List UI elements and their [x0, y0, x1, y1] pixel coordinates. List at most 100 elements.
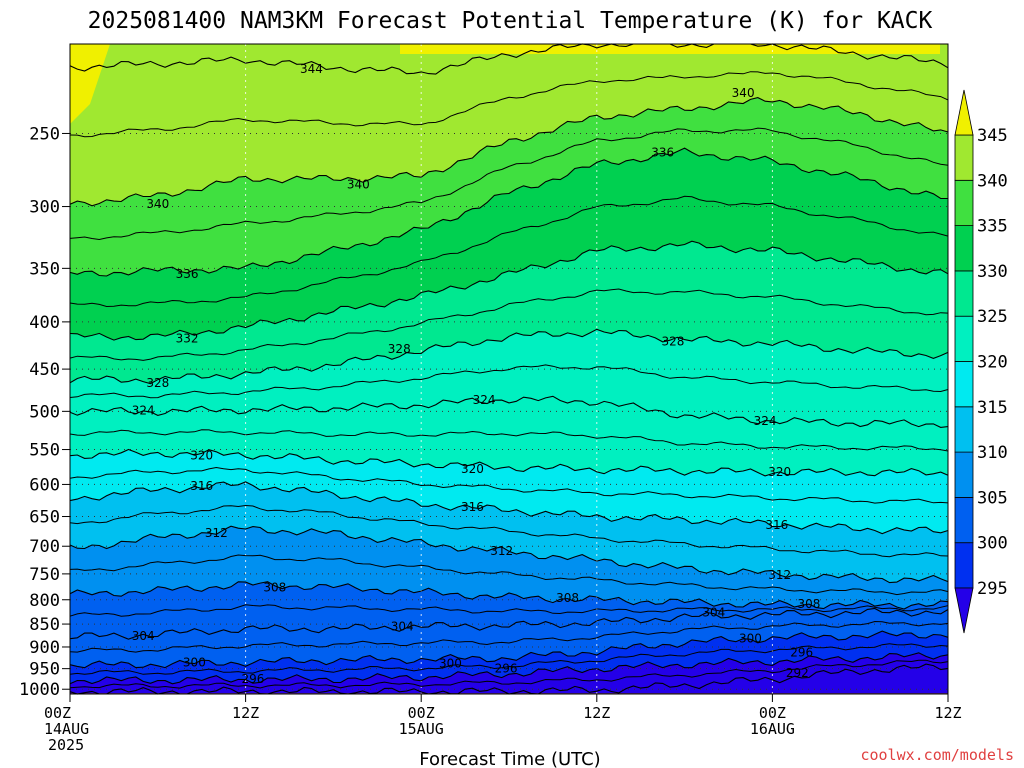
colorbar-segment-340 [954, 134, 974, 181]
colorbar-segment-325 [954, 270, 974, 317]
x-tick-label: 2025 [48, 736, 84, 754]
fill-band-345-corner [70, 44, 110, 124]
x-tick-label: 00Z [44, 704, 71, 722]
contour-label: 312 [768, 568, 791, 582]
contour-label: 308 [263, 581, 286, 595]
isentrope-contours [69, 43, 949, 695]
x-tick-label: 14AUG [44, 720, 89, 738]
y-tick-label: 500 [29, 402, 60, 422]
isentrope-intermediate-320 [69, 429, 949, 452]
y-tick-label: 550 [29, 441, 60, 461]
isentrope-344 [69, 43, 949, 75]
isentrope-intermediate-328 [69, 288, 949, 361]
isentrope-intermediate-324 [69, 364, 949, 399]
y-tick-label: 400 [29, 313, 60, 333]
x-tick-label: 15AUG [399, 720, 444, 738]
isentrope-300 [69, 630, 949, 669]
colorbar-top-arrow [954, 89, 974, 136]
colorbar-segment-335 [954, 179, 974, 227]
y-tick-label: 350 [29, 259, 60, 279]
colorbar-segment-295 [954, 542, 974, 589]
colorbar-tick-label: 340 [977, 171, 1008, 191]
y-tick-label: 850 [29, 615, 60, 635]
contour-label: 296 [495, 662, 518, 676]
colorbar-tick-label: 295 [977, 579, 1008, 599]
contour-label: 300 [183, 656, 206, 670]
isentrope-intermediate-304 [69, 604, 949, 617]
y-tick-label: 750 [29, 565, 60, 585]
contour-label: 336 [651, 145, 674, 159]
colorbar-tick-label: 320 [977, 353, 1008, 373]
x-tick-label: 00Z [759, 704, 786, 722]
y-tick-label: 900 [29, 638, 60, 658]
contour-label: 340 [347, 178, 370, 192]
isentrope-316 [69, 481, 949, 535]
colorbar-bottom-arrow [954, 587, 974, 634]
isentrope-intermediate-340 [69, 71, 949, 138]
colorbar-tick-label: 325 [977, 307, 1008, 327]
isentrope-296 [69, 652, 949, 685]
axes: 250 300 350 400 450 500 550 600 650 700 750 800 850 9… [19, 43, 962, 754]
contour-label: 324 [473, 393, 496, 407]
isentrope-320 [69, 448, 949, 477]
credit-text: coolwx.com/models [860, 746, 1014, 764]
y-tick-label: 650 [29, 508, 60, 528]
fill-band-345-top [400, 44, 940, 54]
x-tick-label: 12Z [583, 704, 610, 722]
y-tick-label: 250 [29, 124, 60, 144]
contour-label: 320 [461, 462, 484, 476]
y-tick-label: 950 [29, 660, 60, 680]
colorbar-tick-label: 335 [977, 217, 1008, 237]
colorbar-tick-label: 315 [977, 398, 1008, 418]
chart-title: 2025081400 NAM3KM Forecast Potential Tem… [88, 8, 933, 34]
isentrope-intermediate-296 [69, 643, 949, 675]
contour-label: 332 [176, 332, 199, 346]
colorbar-segment-300 [954, 496, 974, 544]
isentrope-intermediate-300 [69, 620, 949, 653]
grid-lines [70, 44, 948, 694]
y-tick-label: 800 [29, 591, 60, 611]
isentrope-328 [69, 328, 949, 385]
colorbar-tick-label: 310 [977, 443, 1008, 463]
isentrope-324 [69, 395, 949, 428]
y-tick-label: 700 [29, 537, 60, 557]
contour-label: 316 [461, 500, 484, 514]
contour-label: 328 [388, 342, 411, 356]
isentrope-intermediate-332 [69, 195, 949, 308]
contour-label: 304 [391, 619, 414, 633]
isentrope-312 [69, 525, 949, 584]
isentrope-340 [69, 97, 949, 207]
contour-label: 296 [790, 646, 813, 660]
colorbar-tick-label: 345 [977, 126, 1008, 146]
x-axis-label: Forecast Time (UTC) [419, 749, 600, 768]
isentrope-intermediate-312 [69, 504, 949, 558]
contour-label: 316 [190, 479, 213, 493]
fill-band-344 [70, 44, 948, 75]
contour-label: 312 [490, 544, 513, 558]
contour-label: 336 [176, 267, 199, 281]
contour-label: 292 [786, 666, 809, 680]
contour-label: 300 [439, 657, 462, 671]
contour-label: 340 [732, 86, 755, 100]
contour-label: 320 [190, 448, 213, 462]
contour-label: 296 [241, 672, 264, 686]
contour-label: 304 [702, 606, 725, 620]
colorbar-segment-310 [954, 406, 974, 453]
isentrope-332 [69, 240, 949, 341]
fill-band-340 [70, 44, 948, 206]
contour-label: 300 [739, 631, 762, 645]
x-tick-label: 12Z [934, 704, 961, 722]
x-tick-label: 12Z [232, 704, 259, 722]
y-tick-label: 450 [29, 360, 60, 380]
colorbar-segment-320 [954, 315, 974, 362]
isentrope-intermediate-292 [69, 659, 949, 689]
colorbar-segment-315 [954, 361, 974, 408]
colorbar-tick-label: 330 [977, 262, 1008, 282]
isentrope-308 [69, 581, 949, 610]
isentrope-304 [69, 607, 949, 640]
y-tick-label: 600 [29, 475, 60, 495]
contour-label: 328 [661, 334, 684, 348]
y-tick-label: 1000 [19, 680, 60, 700]
colorbar-tick-label: 305 [977, 488, 1008, 508]
